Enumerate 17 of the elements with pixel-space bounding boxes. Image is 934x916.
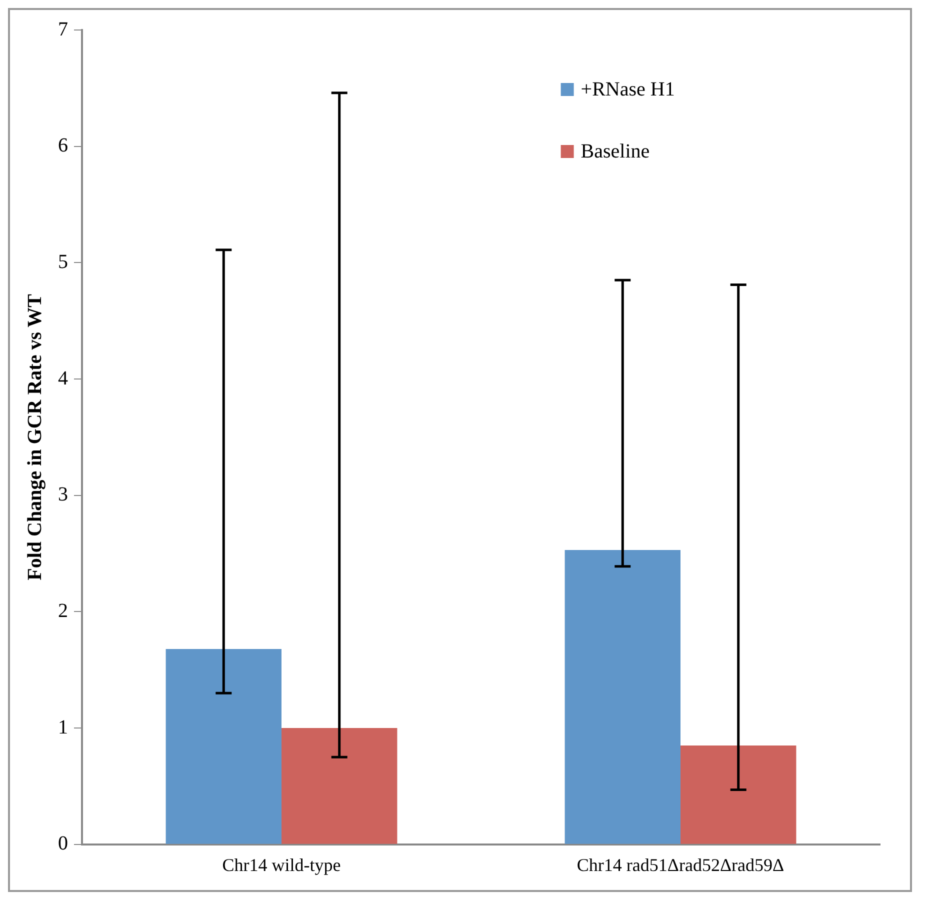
y-tick-label: 5 — [58, 250, 68, 273]
x-tick-label: Chr14 wild-type — [222, 854, 341, 875]
y-tick-label: 0 — [58, 832, 68, 855]
x-tick-label: Chr14 rad51Δrad52Δrad59Δ — [576, 854, 784, 875]
y-tick-label: 1 — [58, 716, 68, 738]
bar — [680, 746, 796, 844]
legend-label: Baseline — [580, 140, 650, 162]
legend-label: +RNase H1 — [580, 78, 675, 100]
y-tick-label: 4 — [58, 367, 68, 390]
y-axis-title: Fold Change in GCR Rate vs WT — [24, 293, 46, 580]
y-tick-label: 7 — [58, 18, 68, 40]
bar — [282, 728, 398, 844]
bar — [166, 648, 282, 844]
y-tick-label: 2 — [58, 600, 68, 622]
bar — [564, 550, 680, 844]
y-tick-label: 3 — [58, 484, 68, 506]
y-tick-label: 6 — [58, 134, 68, 157]
